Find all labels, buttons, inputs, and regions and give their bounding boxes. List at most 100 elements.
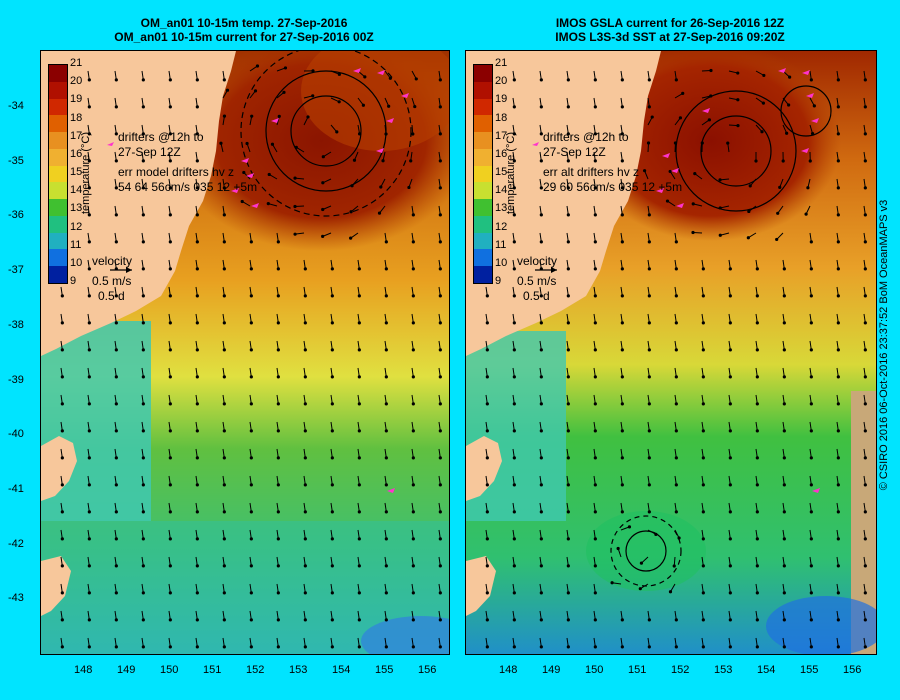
velocity-arrow-head [761, 101, 765, 105]
velocity-arrow-head [276, 591, 280, 595]
velocity-arrow-head [321, 207, 325, 212]
velocity-arrow-head [195, 537, 199, 541]
velocity-arrow-head [411, 456, 415, 460]
velocity-arrow-head [782, 321, 786, 325]
velocity-arrow-head [709, 94, 713, 98]
velocity-arrow-head [87, 483, 91, 487]
velocity-key-speed: 0.5 m/s [92, 274, 132, 288]
velocity-arrow-head [379, 185, 383, 189]
velocity-arrow-head [485, 375, 489, 379]
velocity-arrow-head [836, 267, 840, 271]
velocity-arrow-head [384, 564, 388, 568]
drifters-label: drifters @12h to [118, 130, 204, 144]
velocity-arrow-head [60, 429, 64, 433]
velocity-arrow-head [593, 456, 597, 460]
velocity-arrow-head [539, 78, 543, 82]
velocity-arrow-head [293, 176, 297, 180]
velocity-arrow-head [809, 591, 813, 595]
velocity-arrow-head [755, 618, 759, 622]
velocity-arrow-head [485, 537, 489, 541]
velocity-arrow-head [718, 206, 722, 210]
velocity-arrow-head [566, 483, 570, 487]
velocity-arrow-head [485, 456, 489, 460]
velocity-arrow-head [668, 169, 672, 174]
velocity-arrow-head [755, 294, 759, 298]
velocity-arrow-head [863, 591, 867, 595]
colorbar-tick-label: 10 [495, 256, 508, 269]
velocity-arrow-head [114, 294, 118, 298]
velocity-arrow-head [485, 645, 489, 649]
velocity-arrow-head [512, 564, 516, 568]
velocity-arrow-head [788, 75, 792, 79]
velocity-arrow-head [593, 186, 597, 190]
land-island [466, 556, 496, 616]
colorbar-swatch [474, 182, 492, 200]
velocity-arrow-head [566, 510, 570, 514]
velocity-arrow-head [222, 564, 226, 568]
colorbar-tick-label: 18 [495, 111, 508, 124]
velocity-arrow-head [593, 618, 597, 622]
velocity-arrow-head [593, 267, 597, 271]
velocity-arrow-head [539, 159, 543, 163]
colorbar-swatch [49, 232, 67, 250]
velocity-arrow-head [512, 132, 516, 136]
velocity-arrow-head [276, 294, 280, 298]
velocity-arrow-head [620, 510, 624, 514]
y-axis-tick-label: -35 [8, 154, 24, 167]
velocity-arrow-head [647, 429, 651, 433]
velocity-arrow-head [728, 537, 732, 541]
velocity-arrow-head [411, 483, 415, 487]
velocity-arrow-head [87, 240, 91, 244]
velocity-arrow-head [266, 202, 270, 206]
velocity-arrow-head [222, 186, 226, 190]
velocity-arrow-head [330, 564, 334, 568]
velocity-arrow-head [168, 267, 172, 271]
velocity-arrow-head [566, 645, 570, 649]
velocity-arrow-head [303, 294, 307, 298]
x-axis-tick-label: 148 [74, 664, 93, 676]
colorbar-tick-label: 16 [70, 147, 83, 160]
velocity-arrow-head [593, 510, 597, 514]
velocity-arrow-head [782, 294, 786, 298]
velocity-arrow-head [642, 169, 647, 173]
error-stats-values: 29 60 56cm/s 035 12 +5m [543, 180, 683, 194]
velocity-arrow-head [303, 402, 307, 406]
velocity-arrow-head [593, 78, 597, 82]
velocity-arrow-head [114, 321, 118, 325]
velocity-arrow-head [809, 321, 813, 325]
velocity-arrow-head [863, 645, 867, 649]
velocity-arrow-head [512, 186, 516, 190]
velocity-arrow-head [836, 510, 840, 514]
velocity-arrow-head [539, 294, 543, 298]
velocity-arrow-head [620, 240, 624, 244]
velocity-arrow-head [303, 564, 307, 568]
right-title-line2: IMOS L3S-3d SST at 27-Sep-2016 09:20Z [555, 30, 785, 44]
velocity-arrow-head [748, 184, 752, 188]
land-mainland [41, 51, 236, 356]
velocity-arrow-head [701, 537, 705, 541]
velocity-arrow-head [674, 321, 678, 325]
velocity-arrow-head [330, 645, 334, 649]
velocity-arrow-head [141, 105, 145, 109]
velocity-arrow-head [411, 348, 415, 352]
velocity-arrow-head [411, 213, 415, 217]
y-axis-tick-label: -39 [8, 373, 24, 386]
velocity-arrow-head [782, 456, 786, 460]
velocity-arrow-head [438, 456, 442, 460]
velocity-arrow-head [728, 645, 732, 649]
velocity-arrow-head [512, 429, 516, 433]
velocity-arrow-head [616, 546, 620, 551]
velocity-arrow-head [282, 90, 286, 94]
velocity-arrow-head [87, 132, 91, 136]
velocity-arrow-head [384, 132, 388, 136]
velocity-arrow-head [863, 456, 867, 460]
velocity-arrow-head [195, 375, 199, 379]
velocity-arrow-head [357, 348, 361, 352]
velocity-arrow-head [512, 510, 516, 514]
velocity-arrow-head [222, 114, 227, 118]
velocity-arrow-head [195, 159, 199, 163]
velocity-arrow-head [701, 402, 705, 406]
velocity-arrow-head [438, 186, 442, 190]
velocity-arrow-head [141, 267, 145, 271]
velocity-arrow-head [411, 375, 415, 379]
